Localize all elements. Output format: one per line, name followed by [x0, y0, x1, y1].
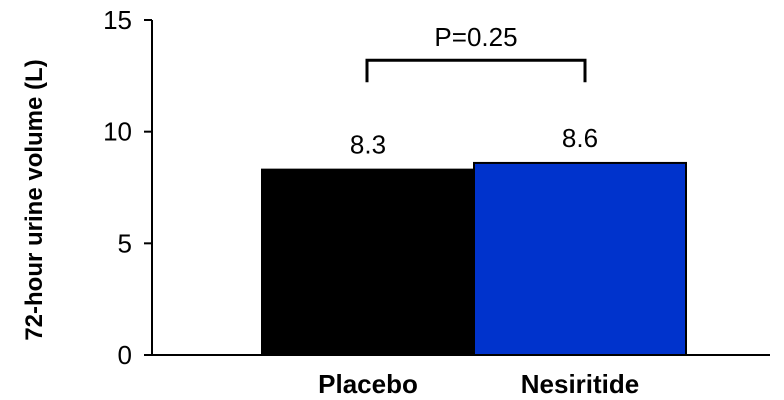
y-tick-label: 10 — [103, 117, 132, 147]
p-value-label: P=0.25 — [434, 22, 517, 52]
labels: 8.3 Placebo 8.6 Nesiritide — [318, 123, 639, 399]
data-label: 8.3 — [350, 130, 386, 160]
y-axis-title: 72-hour urine volume (L) — [21, 59, 48, 340]
y-tick-label: 5 — [118, 228, 132, 258]
bar-nesiritide — [473, 161, 687, 356]
x-category-label: Placebo — [318, 369, 418, 399]
significance-bracket — [365, 58, 587, 83]
bar-placebo — [261, 168, 475, 356]
x-category-label: Nesiritide — [521, 369, 640, 399]
y-tick-label: 0 — [118, 340, 132, 370]
y-tick-label: 15 — [103, 5, 132, 35]
data-label: 8.6 — [562, 123, 598, 153]
bars — [261, 161, 687, 356]
significance-annotation: P=0.25 — [365, 22, 587, 83]
